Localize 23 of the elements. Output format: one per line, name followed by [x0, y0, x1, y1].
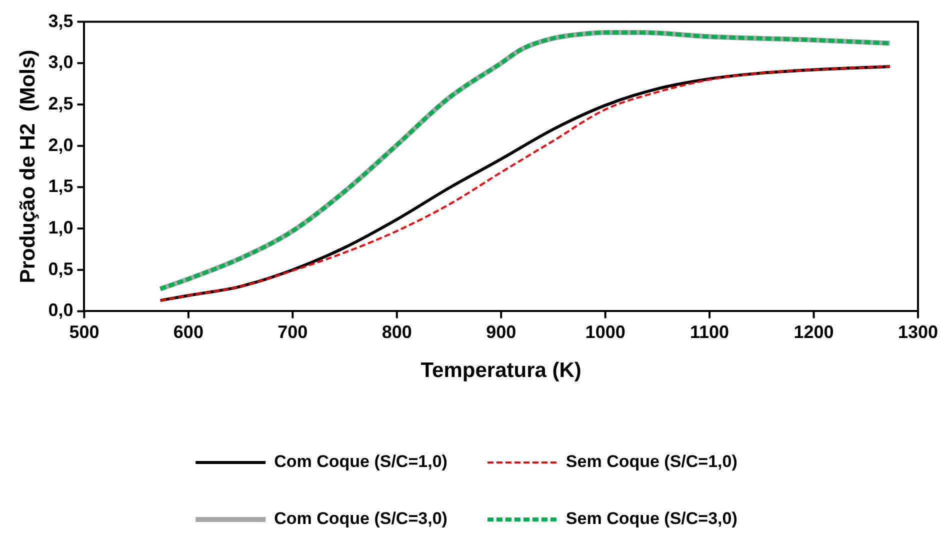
- x-tick-label: 1100: [690, 322, 730, 342]
- x-tick-label: 800: [382, 322, 412, 342]
- x-tick-label: 500: [69, 322, 100, 342]
- y-tick-label: 1,0: [48, 217, 74, 238]
- legend-label: Com Coque (S/C=1,0): [274, 452, 448, 472]
- x-tick-label: 1200: [794, 322, 834, 342]
- y-tick-label: 3,0: [48, 52, 74, 72]
- x-tick-label: 600: [173, 322, 204, 342]
- y-tick-label: 1,5: [48, 176, 74, 196]
- x-axis-title: Temperatura (K): [420, 359, 582, 382]
- y-tick-label: 0,0: [48, 300, 74, 320]
- legend-label: Sem Coque (S/C=3,0): [566, 509, 738, 528]
- legend-label: Com Coque (S/C=3,0): [274, 509, 448, 528]
- x-tick-label: 1300: [898, 322, 938, 342]
- y-tick-label: 2,5: [48, 93, 74, 114]
- y-tick-label: 0,5: [48, 258, 74, 279]
- y-tick-label: 2,0: [48, 134, 74, 155]
- x-tick-label: 1000: [585, 322, 626, 342]
- y-tick-label: 3,5: [48, 10, 74, 31]
- y-axis-title: Produção de H2 (Mols): [16, 50, 40, 284]
- x-tick-label: 900: [486, 322, 516, 342]
- legend-label: Sem Coque (S/C=1,0): [566, 452, 738, 472]
- x-tick-label: 700: [278, 322, 308, 342]
